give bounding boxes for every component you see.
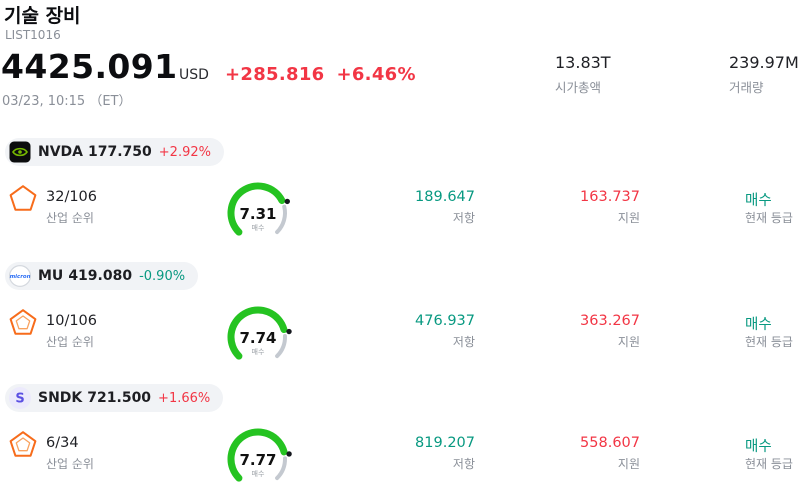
rating-gauge: 7.74 매수 (216, 304, 300, 362)
support-value: 558.607 (580, 435, 640, 451)
rating-gauge-arc (227, 428, 292, 482)
current-rating-value: 매수 (745, 193, 772, 209)
svg-text:S: S (15, 392, 24, 407)
stock-change: -0.90% (139, 268, 186, 284)
industry-rank-value: 10/106 (46, 313, 98, 329)
stock-header-sndk[interactable]: S SNDK 721.500 +1.66% (5, 384, 224, 412)
current-rating-value: 매수 (745, 439, 772, 455)
stock-price: 419.080 (68, 268, 133, 284)
industry-rank-badge-icon (9, 431, 37, 457)
stock-ticker: SNDK (38, 390, 83, 406)
rating-gauge-arc (227, 182, 290, 236)
support-label: 지원 (617, 335, 640, 349)
resistance-label: 저항 (452, 335, 475, 349)
current-rating-label: 현재 등급 (745, 335, 793, 349)
page-title: 기술 장비 (4, 5, 81, 27)
stock-change: +1.66% (158, 390, 211, 406)
sandisk-logo-icon: S (9, 387, 31, 409)
nvda-logo-icon (9, 141, 31, 163)
resistance-label: 저항 (452, 211, 475, 225)
resistance-value: 819.207 (415, 435, 475, 451)
rating-gauge: 7.31 매수 (216, 180, 300, 238)
stock-section-nvda: NVDA 177.750 +2.92% 32/106 산업 순위 7.31 매수… (0, 134, 800, 258)
support-value: 363.267 (580, 313, 640, 329)
resistance-label: 저항 (452, 457, 475, 471)
market-cap-value: 13.83T (555, 53, 611, 72)
gauge-rating-label: 매수 (251, 224, 265, 232)
gauge-value: 7.77 (239, 451, 277, 469)
stock-header-mu[interactable]: micron MU 419.080 -0.90% (5, 262, 199, 290)
stock-price: 177.750 (88, 144, 152, 160)
gauge-value: 7.74 (239, 329, 277, 347)
rating-gauge-arc (227, 306, 292, 360)
index-change-abs: +285.816 (225, 64, 325, 85)
stock-section-sndk: S SNDK 721.500 +1.66% 6/34 산업 순위 7.77 매수… (0, 380, 800, 488)
currency-label: USD (179, 67, 209, 83)
ticker-price: MU 419.080 (38, 268, 132, 284)
current-rating-label: 현재 등급 (745, 211, 793, 225)
industry-rank-badge-icon (9, 185, 37, 211)
industry-rank-value: 6/34 (46, 435, 79, 451)
stock-change: +2.92% (158, 144, 211, 160)
industry-rank-value: 32/106 (46, 189, 98, 205)
support-label: 지원 (617, 211, 640, 225)
support-label: 지원 (617, 457, 640, 471)
industry-rank-label: 산업 순위 (46, 335, 94, 349)
gauge-rating-label: 매수 (251, 470, 265, 478)
industry-rank-label: 산업 순위 (46, 457, 94, 471)
volume-value: 239.97M (729, 53, 799, 72)
list-id: LIST1016 (5, 28, 61, 42)
stock-ticker: MU (38, 268, 64, 284)
ticker-price: SNDK 721.500 (38, 390, 151, 406)
rating-gauge: 7.77 매수 (216, 426, 300, 484)
stock-section-mu: micron MU 419.080 -0.90% 10/106 산업 순위 7.… (0, 258, 800, 382)
index-change: +285.816 +6.46% (225, 64, 416, 85)
current-rating-label: 현재 등급 (745, 457, 793, 471)
volume-label: 거래량 (729, 80, 764, 95)
svg-text:micron: micron (10, 274, 31, 280)
ticker-price: NVDA 177.750 (38, 144, 152, 160)
stock-header-nvda[interactable]: NVDA 177.750 +2.92% (5, 138, 224, 166)
resistance-value: 189.647 (415, 189, 475, 205)
industry-rank-label: 산업 순위 (46, 211, 94, 225)
resistance-value: 476.937 (415, 313, 475, 329)
market-cap-label: 시가총액 (555, 80, 602, 95)
quote-datetime: 03/23, 10:15 （ET） (2, 94, 132, 109)
gauge-rating-label: 매수 (251, 348, 265, 356)
index-price: 4425.091 (1, 47, 178, 86)
index-change-pct: +6.46% (336, 64, 416, 85)
gauge-value: 7.31 (239, 205, 277, 223)
stock-price: 721.500 (87, 390, 152, 406)
current-rating-value: 매수 (745, 317, 772, 333)
stock-ticker: NVDA (38, 144, 84, 160)
support-value: 163.737 (580, 189, 640, 205)
micron-logo-icon: micron (9, 265, 31, 287)
industry-rank-badge-icon (9, 309, 37, 335)
